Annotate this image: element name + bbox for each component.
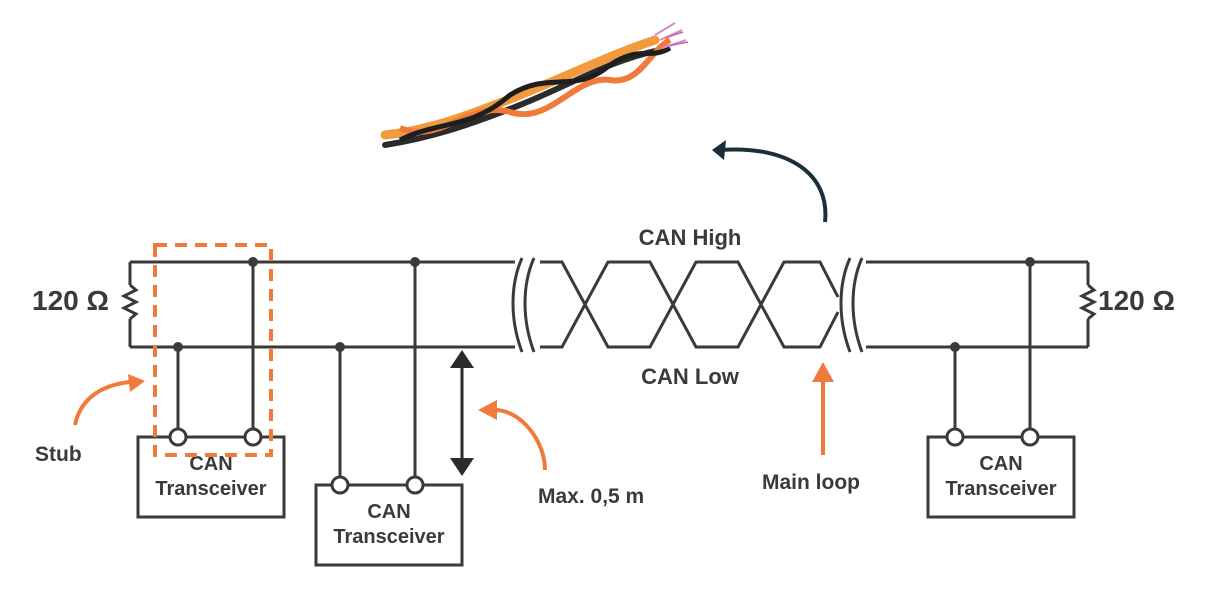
break-mark-right-1 xyxy=(839,257,852,353)
main-loop-label: Main loop xyxy=(762,471,860,494)
transceiver-1-line1: CAN xyxy=(189,453,232,475)
stub-label: Stub xyxy=(35,443,82,466)
break-mark-left-1 xyxy=(511,257,524,353)
max-length-pointer-arrow xyxy=(494,408,547,471)
twisted-pair-cable-image xyxy=(380,22,689,148)
resistor-right-label: 120 Ω xyxy=(1098,285,1175,316)
resistor-left-label: 120 Ω xyxy=(32,285,109,316)
stub-pointer-arrow xyxy=(73,380,131,426)
bus-left xyxy=(120,260,515,349)
max-length-arrow xyxy=(450,350,474,476)
curved-arrow-icon xyxy=(719,147,828,223)
can-low-label: CAN Low xyxy=(641,364,740,389)
transceiver-1-line2: Transceiver xyxy=(155,478,266,500)
transceiver-3-line2: Transceiver xyxy=(945,478,1056,500)
bus-right xyxy=(866,260,1098,349)
transceiver-box-1 xyxy=(136,435,286,519)
twisted-pair-section xyxy=(540,260,840,349)
break-mark-right-2 xyxy=(851,257,864,353)
transceiver-box-2 xyxy=(314,483,464,567)
transceiver-2-line1: CAN xyxy=(367,501,410,523)
transceiver-2-line2: Transceiver xyxy=(333,526,444,548)
transceiver-3-line1: CAN xyxy=(979,453,1022,475)
transceiver-box-3 xyxy=(926,435,1076,519)
arrow-head-icon xyxy=(712,140,726,160)
can-high-label: CAN High xyxy=(639,225,742,250)
stub-highlight xyxy=(153,243,273,457)
max-length-label: Max. 0,5 m xyxy=(538,485,644,508)
break-mark-left-2 xyxy=(523,257,536,353)
